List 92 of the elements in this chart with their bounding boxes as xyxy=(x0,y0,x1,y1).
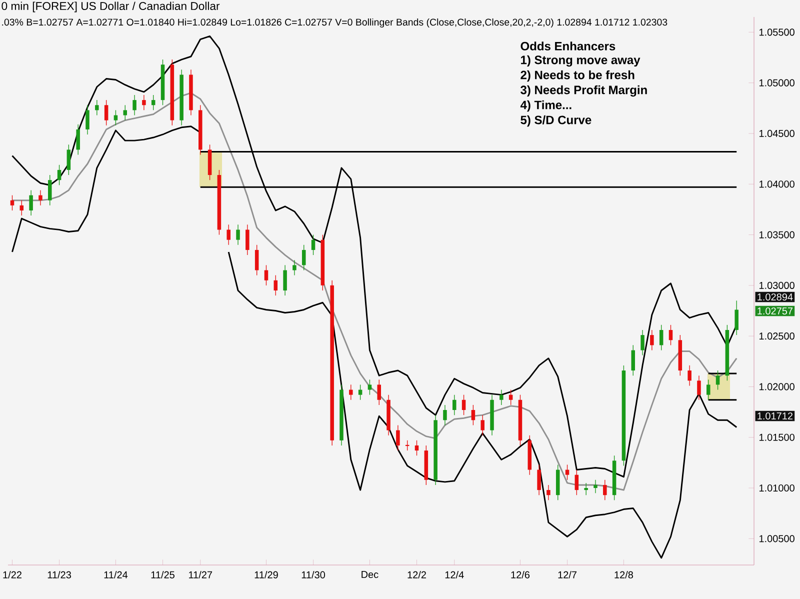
candlestick xyxy=(283,264,287,296)
x-tick-label: 12/2 xyxy=(408,571,426,578)
candlestick xyxy=(396,424,400,451)
x-tick-label: 11/25 xyxy=(151,571,174,578)
candlestick xyxy=(10,194,14,211)
x-tick-label: 11/24 xyxy=(104,571,128,578)
x-tick-label: 12/4 xyxy=(445,571,464,578)
line-series xyxy=(12,36,738,478)
candlestick xyxy=(480,414,484,436)
candlestick xyxy=(734,300,738,336)
candlestick xyxy=(114,110,118,126)
candlestick xyxy=(29,190,33,216)
candlestick xyxy=(508,389,513,406)
candlestick xyxy=(594,480,598,494)
candlestick xyxy=(368,379,372,396)
candlestick xyxy=(38,190,42,206)
candlestick xyxy=(471,404,476,426)
annotation: 5) S/D Curve xyxy=(520,115,592,127)
candlestick xyxy=(311,234,316,256)
candlestick xyxy=(48,174,52,206)
y-tick-label: 1.04500 xyxy=(759,130,794,138)
x-tick-label: 1/22 xyxy=(3,571,22,578)
chart-subtitle: .03% B=1.02757 A=1.02771 O=1.01840 Hi=1.02849 Lo=1.01826 C=1.02757 V=0 Bollinger Bands (Close,Close,Close,20,2,-2,0) 1.02894 1.01712 1.02303 xyxy=(2,18,668,28)
candlestick xyxy=(254,244,259,276)
candlestick xyxy=(650,330,654,351)
y-tick-label: 1.01000 xyxy=(759,484,794,492)
candlestick xyxy=(668,324,673,346)
candlestick xyxy=(659,324,664,351)
candlestick xyxy=(246,224,250,256)
text: 1.02757 xyxy=(758,307,793,315)
candlestick xyxy=(236,224,240,246)
candlestick xyxy=(462,394,466,416)
candlestick xyxy=(358,384,362,400)
candlestick xyxy=(584,482,588,496)
candlestick xyxy=(95,100,99,116)
candlestick xyxy=(697,375,701,400)
annotation: 3) Needs Profit Margin xyxy=(520,85,647,97)
candlestick xyxy=(274,274,278,296)
candlestick xyxy=(443,404,447,426)
x-tick-label: 12/8 xyxy=(614,571,634,578)
text: 1.01712 xyxy=(758,412,793,420)
candlestick xyxy=(226,224,230,246)
candlestick xyxy=(706,379,710,400)
candlestick xyxy=(142,94,146,111)
annotation: 1) Strong move away xyxy=(521,55,640,67)
x-tick-label: 12/7 xyxy=(558,571,576,578)
x-tick-label: 11/27 xyxy=(189,571,212,578)
candlestick xyxy=(292,260,296,276)
candlestick xyxy=(151,94,156,111)
y-tick-label: 1.05000 xyxy=(759,79,794,86)
candlestick xyxy=(264,264,268,286)
candlestick xyxy=(565,464,570,480)
annotation: 2) Needs to be fresh xyxy=(520,70,634,82)
y-tick-label: 1.03000 xyxy=(759,282,794,289)
candlestick xyxy=(640,330,644,356)
candlestick xyxy=(574,469,579,496)
x-tick-label: 11/29 xyxy=(254,571,278,578)
candlestick xyxy=(377,379,382,406)
candlestick xyxy=(631,344,635,376)
candlestick xyxy=(132,94,136,116)
candlestick xyxy=(104,100,108,126)
annotation: 4) Time... xyxy=(520,100,572,112)
y-tick-label: 1.05500 xyxy=(759,28,794,36)
y-tick-label: 1.00500 xyxy=(759,535,794,542)
candlestick xyxy=(123,104,128,121)
candlestick xyxy=(66,144,71,176)
y-tick-label: 1.01500 xyxy=(759,434,794,441)
text: 1.02894 xyxy=(758,293,793,301)
candlestick xyxy=(302,244,306,271)
candlestick xyxy=(688,365,692,386)
x-tick-label: Dec xyxy=(362,571,378,578)
candlestick xyxy=(537,464,541,496)
candlestick xyxy=(603,480,607,500)
candlestick xyxy=(500,389,504,406)
y-tick-label: 1.03500 xyxy=(759,231,794,238)
chart-title: 0 min [FOREX] US Dollar / Canadian Dollar xyxy=(2,2,220,12)
candlestick xyxy=(716,370,720,390)
annotation: Odds Enhancers xyxy=(520,42,616,50)
candlestick xyxy=(86,104,90,135)
candlestick xyxy=(20,200,24,216)
y-tick-label: 1.02500 xyxy=(759,332,794,340)
x-tick-label: 11/30 xyxy=(302,571,326,578)
candlestick xyxy=(57,164,62,186)
candlestick xyxy=(546,484,550,500)
candlestick xyxy=(76,124,80,156)
y-tick-label: 1.04000 xyxy=(759,180,794,188)
y-tick-label: 1.02000 xyxy=(759,383,794,390)
candlestick xyxy=(349,384,353,400)
candlestick xyxy=(452,394,456,416)
x-tick-label: 12/6 xyxy=(511,571,530,578)
x-tick-label: 11/23 xyxy=(48,571,71,578)
candlestick xyxy=(414,440,419,456)
